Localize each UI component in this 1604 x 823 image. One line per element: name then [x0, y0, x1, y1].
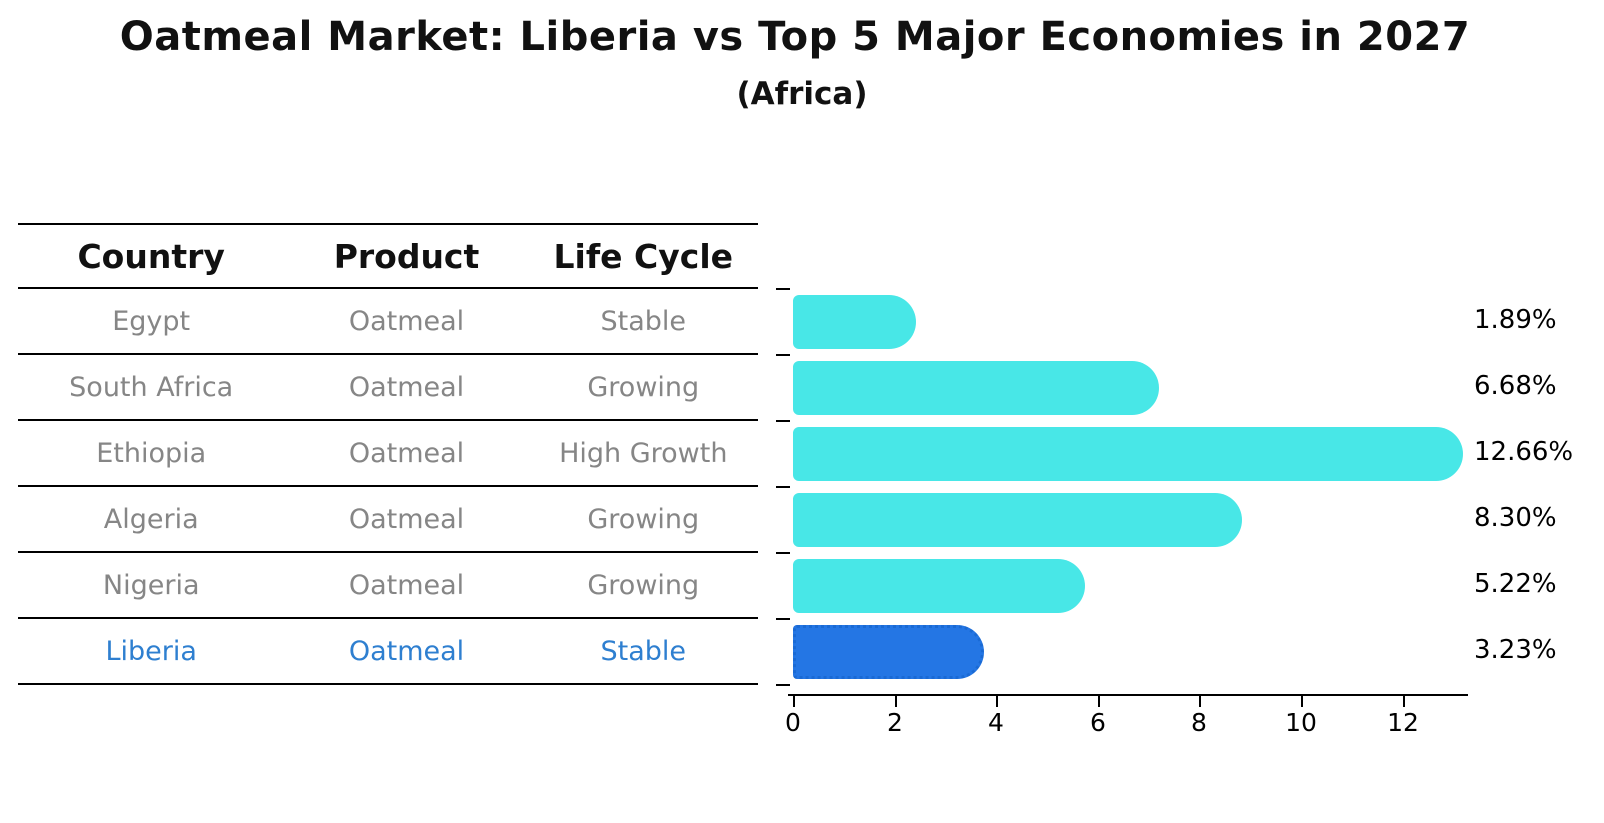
x-tick-mark — [1098, 694, 1100, 707]
bar-value-label: 6.68% — [1474, 371, 1557, 401]
x-axis-line — [788, 694, 1468, 696]
table-cell-life-cycle: Stable — [600, 635, 687, 667]
table-header-product: Product — [333, 236, 480, 276]
table-cell-country: Algeria — [103, 503, 199, 535]
table-cell-life-cycle: High Growth — [559, 437, 728, 469]
x-tick-label: 4 — [988, 708, 1004, 737]
x-tick-label: 8 — [1191, 708, 1207, 737]
table-cell-life-cycle: Stable — [600, 305, 687, 337]
y-tick-mark — [776, 288, 790, 290]
table-cell-country: Egypt — [112, 305, 191, 337]
table-cell-product: Oatmeal — [348, 305, 465, 337]
table-header-row: Country Product Life Cycle — [18, 223, 758, 289]
table-cell-life-cycle: Growing — [587, 371, 700, 403]
x-tick-mark — [996, 694, 998, 707]
bar-value-label: 8.30% — [1474, 503, 1557, 533]
x-tick-mark — [1301, 694, 1303, 707]
table-cell-product: Oatmeal — [348, 503, 465, 535]
x-tick-mark — [1403, 694, 1405, 707]
table-row: Egypt Oatmeal Stable — [18, 289, 758, 355]
table-cell-product: Oatmeal — [348, 371, 465, 403]
table-cell-life-cycle: Growing — [587, 503, 700, 535]
bar-liberia — [793, 625, 984, 679]
bar-ethiopia — [793, 427, 1463, 481]
table-cell-country: South Africa — [69, 371, 234, 403]
x-tick-mark — [793, 694, 795, 707]
table-cell-product: Oatmeal — [348, 569, 465, 601]
table-body: Egypt Oatmeal Stable South Africa Oatmeal Gro… — [18, 289, 758, 685]
table-row: Algeria Oatmeal Growing — [18, 487, 758, 553]
table-header-life-cycle: Life Cycle — [553, 236, 734, 276]
table-row: Nigeria Oatmeal Growing — [18, 553, 758, 619]
bar-egypt — [793, 295, 916, 349]
table-row: Liberia Oatmeal Stable — [18, 619, 758, 685]
bar-nigeria — [793, 559, 1085, 613]
table-header-country: Country — [77, 236, 225, 276]
bar-value-label: 5.22% — [1474, 569, 1557, 599]
country-table: Country Product Life Cycle Egypt Oatmeal S… — [18, 223, 758, 685]
table-cell-country: Liberia — [105, 635, 197, 667]
bar-value-label: 12.66% — [1474, 437, 1574, 467]
table-row: Ethiopia Oatmeal High Growth — [18, 421, 758, 487]
y-tick-mark — [776, 618, 790, 620]
x-tick-label: 12 — [1387, 708, 1419, 737]
x-tick-mark — [1199, 694, 1201, 707]
x-tick-label: 2 — [887, 708, 903, 737]
table-cell-country: Ethiopia — [96, 437, 207, 469]
bar-value-label: 1.89% — [1474, 305, 1557, 335]
x-tick-mark — [895, 694, 897, 707]
y-tick-mark — [776, 552, 790, 554]
y-tick-mark — [776, 354, 790, 356]
x-tick-label: 0 — [785, 708, 801, 737]
table-cell-product: Oatmeal — [348, 635, 465, 667]
table-cell-product: Oatmeal — [348, 437, 465, 469]
x-tick-label: 6 — [1090, 708, 1106, 737]
y-tick-mark — [776, 486, 790, 488]
y-tick-mark — [776, 420, 790, 422]
table-cell-life-cycle: Growing — [587, 569, 700, 601]
bar-south-africa — [793, 361, 1159, 415]
table-cell-country: Nigeria — [102, 569, 200, 601]
page-subtitle: (Africa) — [736, 76, 868, 112]
x-tick-label: 10 — [1285, 708, 1317, 737]
bar-algeria — [793, 493, 1242, 547]
y-tick-mark — [776, 684, 790, 686]
bar-value-label: 3.23% — [1474, 635, 1557, 665]
table-row: South Africa Oatmeal Growing — [18, 355, 758, 421]
page-title: Oatmeal Market: Liberia vs Top 5 Major E… — [119, 14, 1471, 60]
